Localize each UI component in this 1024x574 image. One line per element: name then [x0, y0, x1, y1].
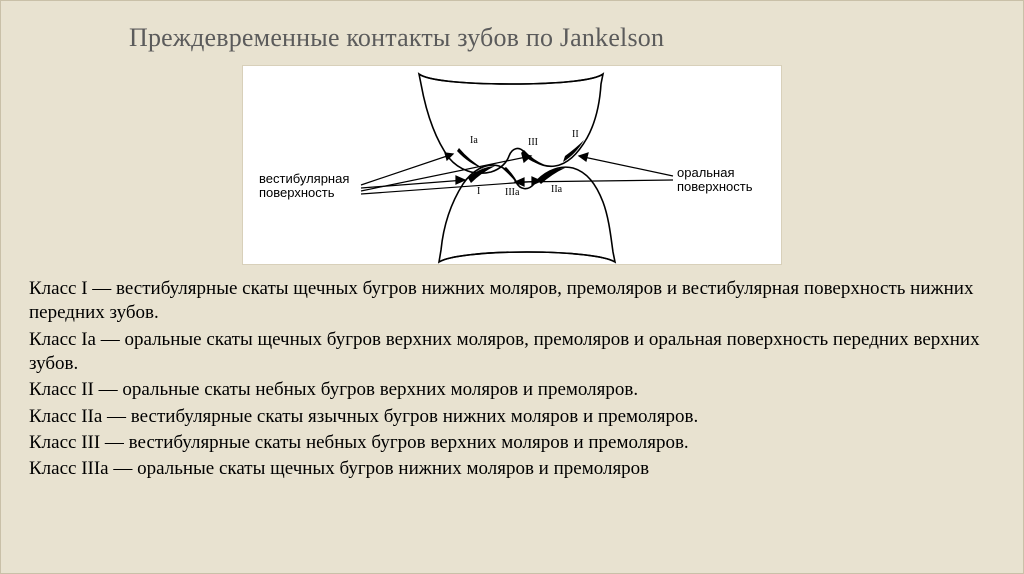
class-line-3: Класс II — оральные скаты небных бугров … [29, 378, 995, 402]
right-surface-label: оральная поверхность [677, 166, 752, 195]
class-line-6: Класс IIIа — оральные скаты щечных бугро… [29, 457, 995, 481]
slide-title: Преждевременные контакты зубов по Jankel… [129, 23, 995, 53]
lbl-Ia: Iа [470, 135, 478, 146]
class-line-5: Класс III — вестибулярные скаты небных б… [29, 431, 995, 455]
class-line-1: Класс I — вестибулярные скаты щечных буг… [29, 277, 995, 326]
lbl-IIIa: IIIа [505, 187, 519, 198]
class-line-4: Класс IIа — вестибулярные скаты язычных … [29, 405, 995, 429]
lower-crown-cervical [439, 252, 615, 262]
mark-Ia [457, 148, 484, 169]
lbl-I: I [477, 186, 480, 197]
diagram-container: Iа II III I IIIа IIа вестибулярная повер… [242, 65, 782, 265]
slide-container: Преждевременные контакты зубов по Jankel… [0, 0, 1024, 574]
mark-II [563, 140, 584, 162]
lbl-II: II [572, 129, 579, 140]
class-line-2: Класс Iа — оральные скаты щечных бугров … [29, 328, 995, 377]
left-surface-label: вестибулярная поверхность [259, 172, 349, 201]
lbl-III: III [528, 137, 538, 148]
lbl-IIa: IIа [551, 184, 562, 195]
upper-crown-cervical [419, 74, 603, 84]
class-descriptions: Класс I — вестибулярные скаты щечных буг… [29, 277, 995, 482]
